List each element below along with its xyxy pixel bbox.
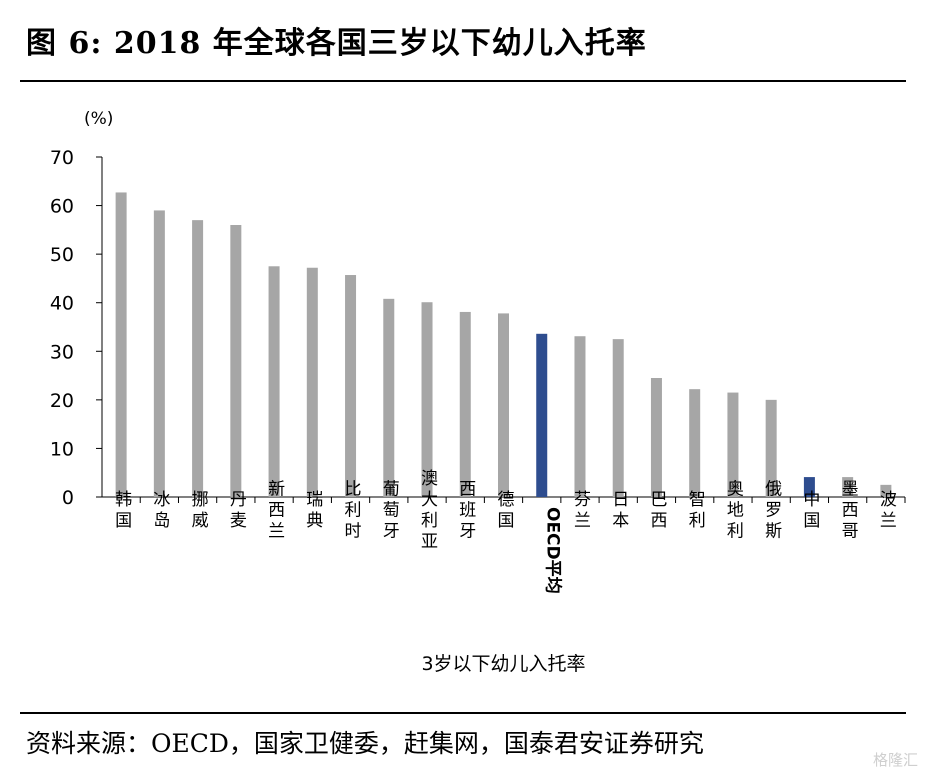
x-tick-label: 墨西哥 — [838, 480, 859, 543]
x-tick-label: OECD平均 — [543, 507, 564, 594]
y-tick-label: 20 — [50, 390, 74, 412]
y-tick-label: 70 — [50, 147, 74, 169]
y-tick-label: 10 — [50, 438, 74, 460]
x-tick-label: 葡萄牙 — [379, 479, 400, 542]
x-tick-label: 智利 — [685, 490, 706, 532]
x-tick-label: 德国 — [494, 490, 515, 532]
y-tick-label: 50 — [50, 244, 74, 266]
y-tick-label: 30 — [50, 341, 74, 363]
chart-labels: 韩国 冰岛 挪威 丹麦 新西兰 瑞典 比利时 葡萄牙 澳大利亚 西班牙 德国 OECD平均 芬兰 日本 巴西… — [111, 469, 896, 675]
y-tick-label: 60 — [50, 196, 74, 218]
bar — [230, 225, 242, 497]
bar — [153, 210, 165, 497]
bar — [842, 477, 854, 497]
bar — [536, 333, 548, 497]
x-tick-label: 奥地利 — [723, 479, 744, 542]
bar — [306, 267, 318, 497]
watermark-logo: 格隆汇 — [872, 751, 918, 769]
x-tick-label: 巴西 — [646, 490, 666, 532]
x-axis-title: 3岁以下幼儿入托率 — [421, 653, 585, 675]
x-tick-label: 瑞典 — [302, 490, 323, 532]
x-tick-label: 冰岛 — [149, 490, 170, 532]
x-tick-label: 俄罗斯 — [761, 479, 782, 542]
x-tick-label: 日本 — [608, 490, 629, 532]
x-tick-label: 新西兰 — [264, 479, 285, 542]
x-tick-label: 芬兰 — [570, 490, 591, 532]
bar — [345, 275, 357, 497]
x-tick-label: 比利时 — [341, 479, 362, 542]
bar — [727, 392, 739, 497]
bar — [383, 298, 395, 497]
source-note: 资料来源：OECD，国家卫健委，赶集网，国泰君安证券研究 — [26, 729, 704, 758]
bar — [650, 378, 662, 497]
bar — [192, 220, 204, 497]
y-axis-unit: (%) — [84, 109, 113, 129]
bar — [689, 389, 701, 497]
bar — [612, 339, 624, 497]
figure-title: 图 6: 2018 年全球各国三岁以下幼儿入托率 — [26, 26, 647, 61]
bar — [880, 484, 892, 497]
bar — [268, 266, 280, 497]
x-tick-label: 韩国 — [111, 490, 132, 532]
bar — [803, 477, 815, 497]
chart-bars — [115, 192, 892, 497]
bar — [765, 399, 777, 497]
y-tick-label: 0 — [62, 487, 74, 509]
x-tick-label: 西班牙 — [455, 480, 476, 543]
y-tick-label: 40 — [50, 293, 74, 315]
bar — [459, 311, 471, 497]
x-tick-label: 丹麦 — [226, 490, 247, 532]
bar — [498, 313, 509, 497]
x-tick-label: 挪威 — [188, 490, 209, 532]
bar — [115, 192, 127, 497]
title-divider — [20, 80, 906, 82]
x-tick-label: 中国 — [799, 490, 819, 532]
bar — [574, 336, 586, 497]
bar-chart: 0 10 20 30 40 50 60 70 (%) 韩国 冰岛 挪威 丹麦 新西兰 瑞典 比利时 葡萄牙 澳大… — [50, 109, 906, 675]
x-tick-label: 澳大利亚 — [417, 469, 438, 553]
chart-axes: 0 10 20 30 40 50 60 70 (%) — [50, 109, 906, 509]
x-tick-label: 波兰 — [876, 490, 897, 532]
bar — [421, 302, 433, 497]
source-divider — [20, 712, 906, 714]
